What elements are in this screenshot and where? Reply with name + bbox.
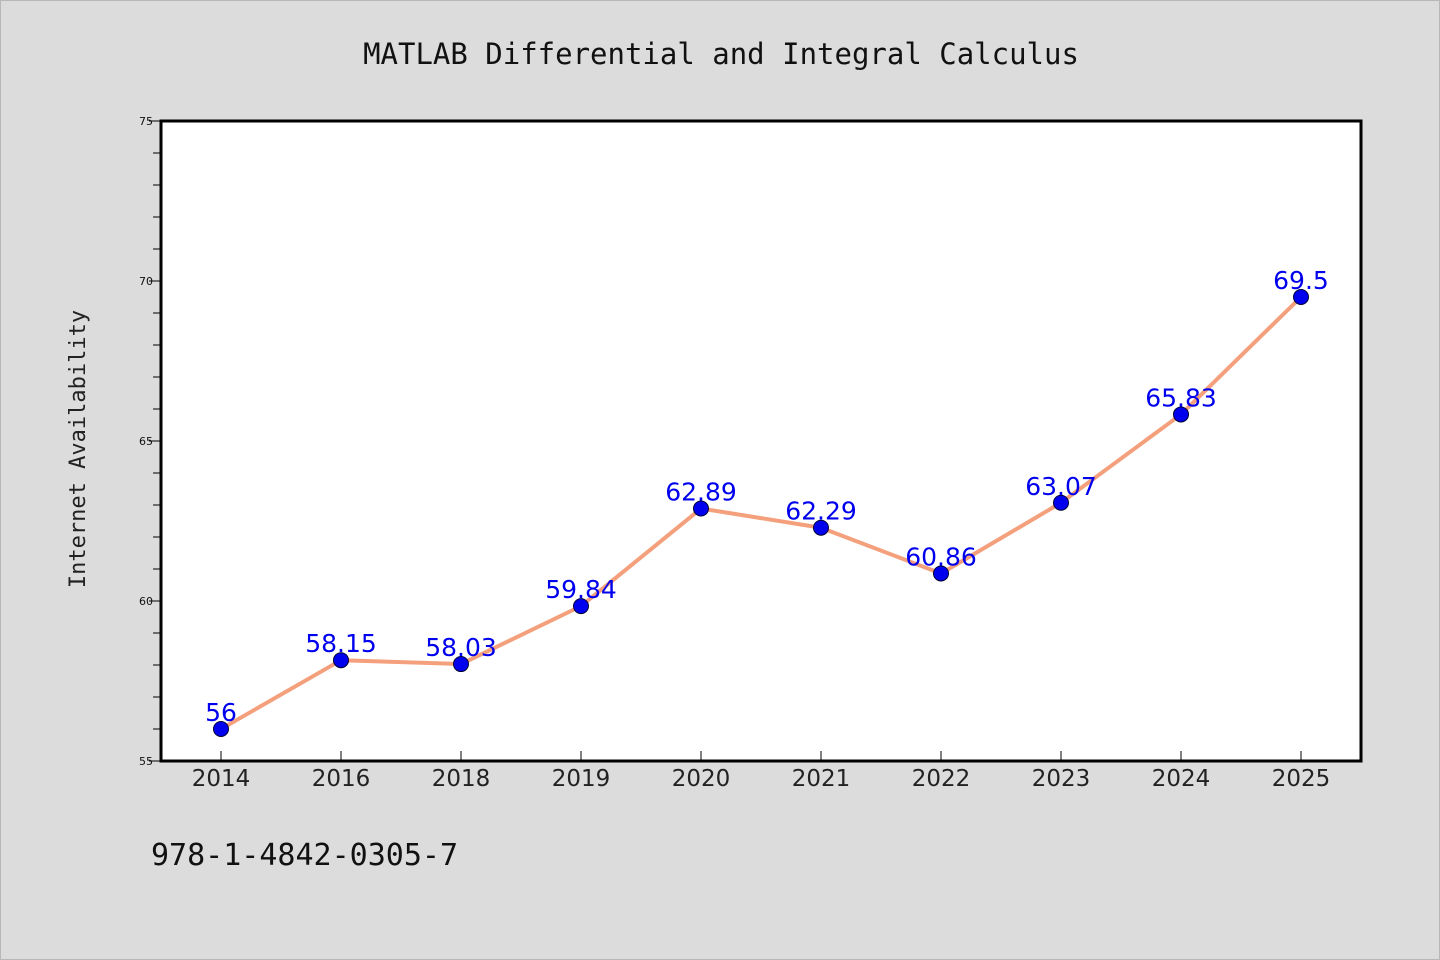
data-point-marker [1173, 406, 1189, 423]
data-point-label: 60.86 [905, 542, 977, 571]
data-point-label: 62.29 [785, 497, 857, 526]
data-point-marker [453, 656, 469, 673]
data-point-marker [933, 565, 949, 582]
data-point-marker [693, 500, 709, 517]
x-tick-labels: 2014 2016 2018 2019 2020 2021 2022 2023 2024 2025 [192, 766, 1331, 792]
data-point-label: 58.03 [425, 633, 497, 662]
x-tick-label: 2020 [672, 766, 731, 792]
data-point-marker [213, 721, 229, 737]
y-tick-label: 70 [139, 275, 153, 288]
data-point-marker [573, 598, 589, 615]
plot-area [159, 119, 1363, 763]
y-tick-label: 65 [139, 435, 153, 448]
data-point-label: 58.15 [305, 629, 377, 658]
isbn-annotation: 978-1-4842-0305-7 [151, 838, 458, 873]
y-axis-label: Internet Availability [66, 310, 91, 588]
x-tick-label: 2023 [1032, 766, 1091, 792]
data-point-marker [333, 652, 349, 669]
data-point-label: 56 [205, 698, 237, 727]
y-tick-marks [149, 120, 161, 762]
x-tick-label: 2024 [1152, 766, 1211, 792]
data-point-marker [1053, 494, 1069, 511]
x-tick-label: 2016 [312, 766, 371, 792]
x-tick-label: 2019 [552, 766, 611, 792]
y-tick-labels: 55 60 65 70 75 [139, 115, 153, 768]
y-tick-label: 55 [139, 755, 153, 768]
data-point-label: 69.5 [1273, 266, 1329, 295]
data-labels: 56 58.15 58.03 59.84 62.89 62.29 60.86 63.07 65.… [205, 266, 1329, 727]
x-tick-label: 2025 [1272, 766, 1331, 792]
y-tick-label: 75 [139, 115, 153, 128]
series-line [220, 295, 1303, 731]
data-point-label: 65.83 [1145, 383, 1217, 412]
x-tick-label: 2021 [792, 766, 851, 792]
data-point-label: 62.89 [665, 478, 737, 507]
x-tick-marks [220, 751, 1302, 761]
data-point-marker [813, 519, 829, 536]
data-point-label: 63.07 [1025, 472, 1097, 501]
y-tick-label: 60 [139, 595, 153, 608]
data-point-label: 59.84 [545, 575, 617, 604]
x-tick-label: 2018 [432, 766, 491, 792]
data-markers [213, 289, 1309, 737]
x-tick-label: 2014 [192, 766, 251, 792]
data-point-marker [1293, 289, 1309, 305]
x-tick-label: 2022 [912, 766, 971, 792]
chart-title: MATLAB Differential and Integral Calculu… [363, 37, 1079, 71]
